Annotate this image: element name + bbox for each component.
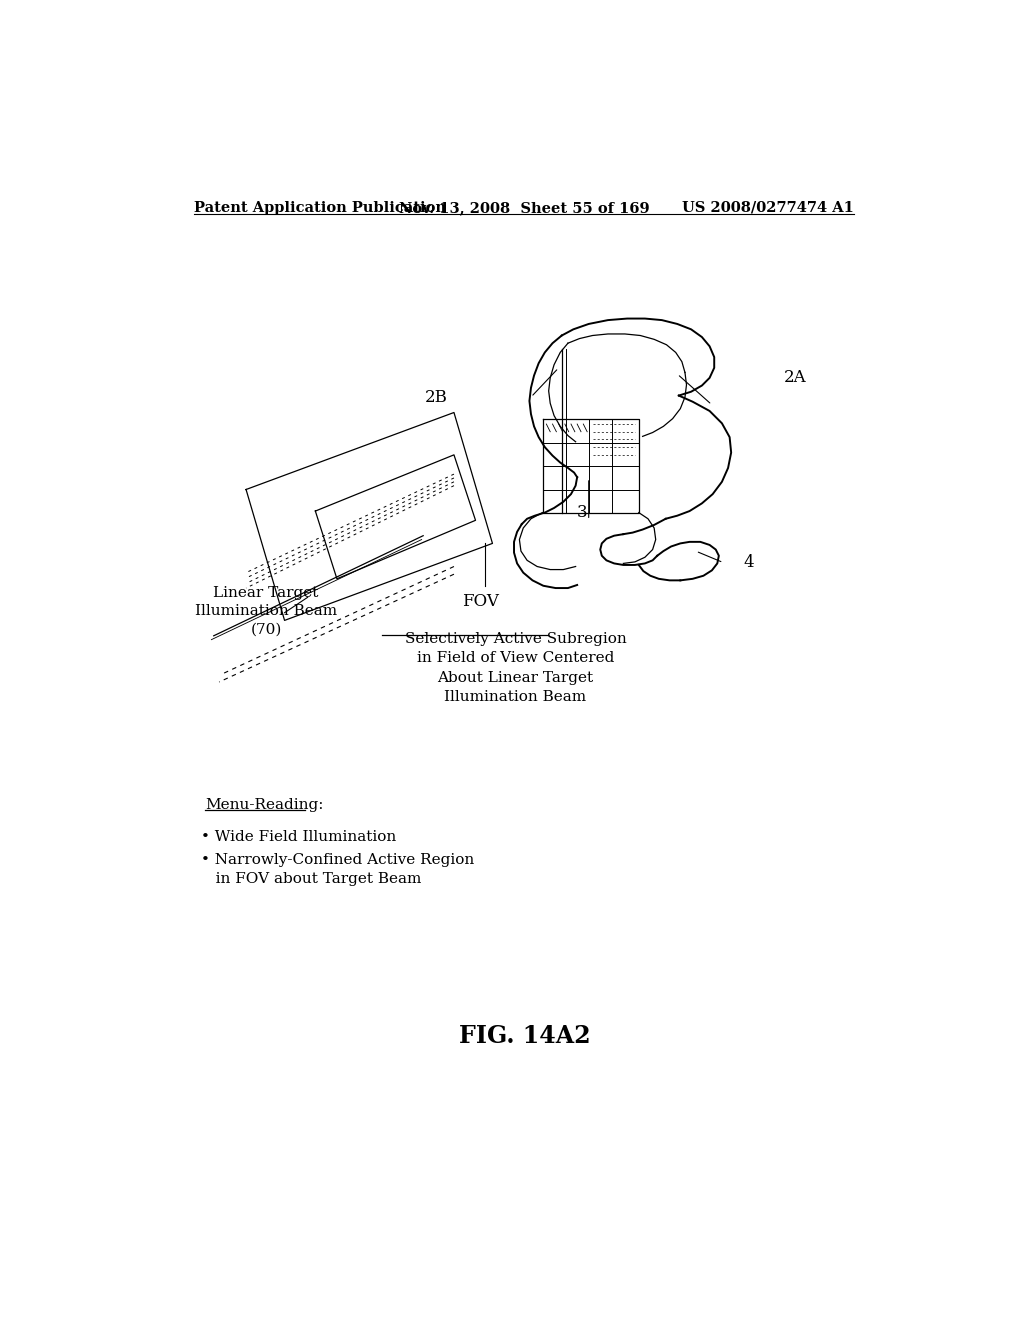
Text: FIG. 14A2: FIG. 14A2 [459, 1024, 591, 1048]
Text: 2A: 2A [783, 370, 806, 387]
Text: Nov. 13, 2008  Sheet 55 of 169: Nov. 13, 2008 Sheet 55 of 169 [399, 201, 650, 215]
Text: • Wide Field Illumination: • Wide Field Illumination [202, 830, 396, 843]
Text: 4: 4 [743, 554, 754, 572]
Text: FOV: FOV [462, 594, 499, 610]
Text: 2B: 2B [425, 388, 447, 405]
Text: Linear Target
Illumination Beam
(70): Linear Target Illumination Beam (70) [195, 586, 337, 636]
Text: • Narrowly-Confined Active Region
   in FOV about Target Beam: • Narrowly-Confined Active Region in FOV… [202, 853, 475, 887]
Text: US 2008/0277474 A1: US 2008/0277474 A1 [682, 201, 854, 215]
Text: Patent Application Publication: Patent Application Publication [194, 201, 445, 215]
Text: 3: 3 [578, 504, 588, 521]
Text: Selectively Active Subregion
in Field of View Centered
About Linear Target
Illum: Selectively Active Subregion in Field of… [404, 632, 627, 705]
Text: Menu-Reading:: Menu-Reading: [205, 797, 324, 812]
